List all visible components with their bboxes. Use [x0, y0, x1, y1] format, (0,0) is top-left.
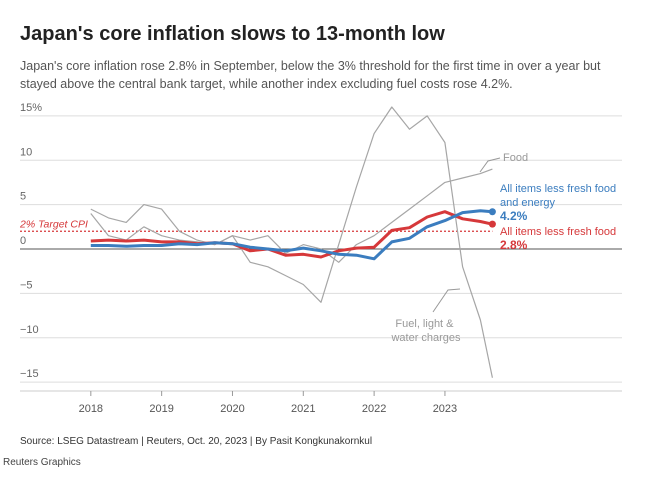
x-tick-label: 2019	[149, 403, 173, 415]
y-tick-label: 5	[20, 191, 26, 203]
end-point	[488, 208, 496, 216]
y-tick-label: −15	[20, 368, 39, 380]
y-tick-label: −10	[20, 324, 39, 336]
series-label: All items less fresh food	[500, 226, 616, 238]
chart-subtitle: Japan's core inflation rose 2.8% in Sept…	[20, 59, 604, 91]
credit: Reuters Graphics	[3, 457, 81, 468]
series-label: Fuel, light & water charges	[390, 318, 461, 344]
x-tick-label: 2018	[79, 403, 103, 415]
y-tick-label: −5	[20, 279, 33, 291]
x-tick-label: 2023	[433, 403, 457, 415]
source: Source: LSEG Datastream | Reuters, Oct. …	[20, 436, 372, 447]
series-label: Food	[503, 152, 528, 164]
x-tick-label: 2021	[291, 403, 315, 415]
chart-title: Japan's core inflation slows to 13-month…	[20, 23, 445, 45]
target-label: 2% Target CPI	[19, 218, 88, 230]
end-point	[488, 220, 496, 228]
series-line	[90, 209, 493, 261]
series-line	[90, 106, 493, 378]
value-label: 4.2%	[500, 209, 528, 223]
x-tick-label: 2020	[220, 403, 244, 415]
leader	[479, 157, 501, 173]
leader	[432, 288, 461, 313]
y-tick-label: 0	[20, 235, 26, 247]
series-line	[90, 210, 493, 259]
y-tick-label: 10	[20, 146, 32, 158]
series-label: All items less fresh food and energy	[500, 183, 619, 209]
x-tick-label: 2022	[362, 403, 386, 415]
y-tick-label: 15%	[20, 102, 42, 114]
value-label: 2.8%	[500, 238, 528, 252]
